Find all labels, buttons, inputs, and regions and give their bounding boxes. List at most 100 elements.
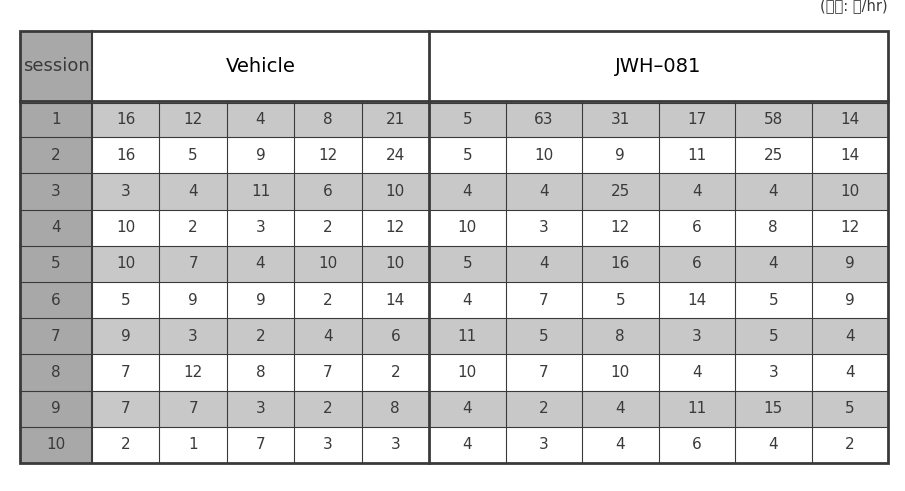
Text: 10: 10 [116, 256, 136, 272]
Text: 3: 3 [538, 437, 548, 452]
Text: 1: 1 [52, 111, 61, 127]
Text: 3: 3 [538, 220, 548, 235]
Text: 9: 9 [121, 329, 130, 344]
Text: 7: 7 [52, 329, 61, 344]
Text: 2: 2 [390, 365, 400, 380]
Text: 63: 63 [534, 111, 554, 127]
Text: 5: 5 [121, 293, 130, 307]
Text: 4: 4 [768, 184, 778, 199]
Text: 9: 9 [188, 293, 198, 307]
Bar [429, 101, 888, 137]
Text: 5: 5 [539, 329, 548, 344]
Text: 5: 5 [462, 256, 472, 272]
Bar [20, 427, 92, 463]
Text: 8: 8 [256, 365, 265, 380]
Text: 10: 10 [116, 220, 136, 235]
Bar [429, 391, 888, 427]
Bar [92, 355, 429, 391]
Text: 7: 7 [539, 293, 548, 307]
Bar [429, 173, 888, 210]
Text: 11: 11 [251, 184, 270, 199]
Text: 12: 12 [184, 111, 203, 127]
Text: 17: 17 [687, 111, 707, 127]
Bar [20, 101, 92, 137]
Bar [92, 137, 429, 173]
Text: 2: 2 [323, 401, 333, 416]
Text: 3: 3 [121, 184, 130, 199]
Text: 4: 4 [768, 256, 778, 272]
Text: 6: 6 [692, 437, 701, 452]
Text: 10: 10 [319, 256, 338, 272]
Text: 12: 12 [840, 220, 860, 235]
Text: 4: 4 [256, 111, 265, 127]
Text: 9: 9 [51, 401, 61, 416]
Text: 2: 2 [323, 220, 333, 235]
Bar [92, 31, 429, 101]
Text: 15: 15 [764, 401, 783, 416]
Text: 7: 7 [188, 256, 198, 272]
Text: 4: 4 [845, 365, 854, 380]
Text: 2: 2 [323, 293, 333, 307]
Text: 11: 11 [687, 148, 707, 163]
Text: 8: 8 [615, 329, 625, 344]
Text: 14: 14 [840, 148, 860, 163]
Text: 25: 25 [764, 148, 783, 163]
Text: 7: 7 [121, 365, 130, 380]
Text: 10: 10 [386, 256, 405, 272]
Text: 9: 9 [255, 293, 265, 307]
Text: 5: 5 [462, 148, 472, 163]
Text: 4: 4 [768, 437, 778, 452]
Text: 2: 2 [188, 220, 198, 235]
Text: 8: 8 [390, 401, 400, 416]
Bar [429, 210, 888, 246]
Text: 7: 7 [256, 437, 265, 452]
Text: 3: 3 [768, 365, 778, 380]
Bar [92, 101, 429, 137]
Text: 3: 3 [188, 329, 198, 344]
Text: 24: 24 [386, 148, 405, 163]
Text: 6: 6 [51, 293, 61, 307]
Text: 3: 3 [51, 184, 61, 199]
Text: 16: 16 [116, 111, 136, 127]
Text: 10: 10 [534, 148, 553, 163]
Bar [429, 31, 888, 101]
Text: 7: 7 [121, 401, 130, 416]
Text: 3: 3 [323, 437, 333, 452]
Text: 3: 3 [692, 329, 701, 344]
Bar [92, 427, 429, 463]
Text: session: session [23, 57, 90, 75]
Text: 8: 8 [768, 220, 778, 235]
Text: 10: 10 [46, 437, 66, 452]
Text: 6: 6 [692, 220, 701, 235]
Bar [429, 282, 888, 318]
Text: 7: 7 [323, 365, 333, 380]
Text: 9: 9 [615, 148, 625, 163]
Text: 4: 4 [692, 365, 701, 380]
Text: 31: 31 [611, 111, 630, 127]
Text: 10: 10 [458, 365, 477, 380]
Text: 14: 14 [687, 293, 707, 307]
Text: 7: 7 [539, 365, 548, 380]
Text: 4: 4 [539, 256, 548, 272]
Bar [429, 318, 888, 355]
Text: 2: 2 [845, 437, 854, 452]
Text: 11: 11 [687, 401, 707, 416]
Text: 4: 4 [52, 220, 61, 235]
Text: 5: 5 [768, 329, 778, 344]
Text: 2: 2 [121, 437, 130, 452]
Text: 4: 4 [845, 329, 854, 344]
Text: 3: 3 [255, 220, 265, 235]
Text: 6: 6 [692, 256, 701, 272]
Bar [92, 246, 429, 282]
Text: 3: 3 [390, 437, 400, 452]
Text: 9: 9 [845, 293, 854, 307]
Text: JWH–081: JWH–081 [615, 56, 701, 76]
Bar [92, 210, 429, 246]
Text: 2: 2 [256, 329, 265, 344]
Bar [92, 173, 429, 210]
Text: 16: 16 [611, 256, 630, 272]
Text: 3: 3 [255, 401, 265, 416]
Text: 4: 4 [462, 293, 472, 307]
Bar [429, 355, 888, 391]
Text: 4: 4 [462, 184, 472, 199]
